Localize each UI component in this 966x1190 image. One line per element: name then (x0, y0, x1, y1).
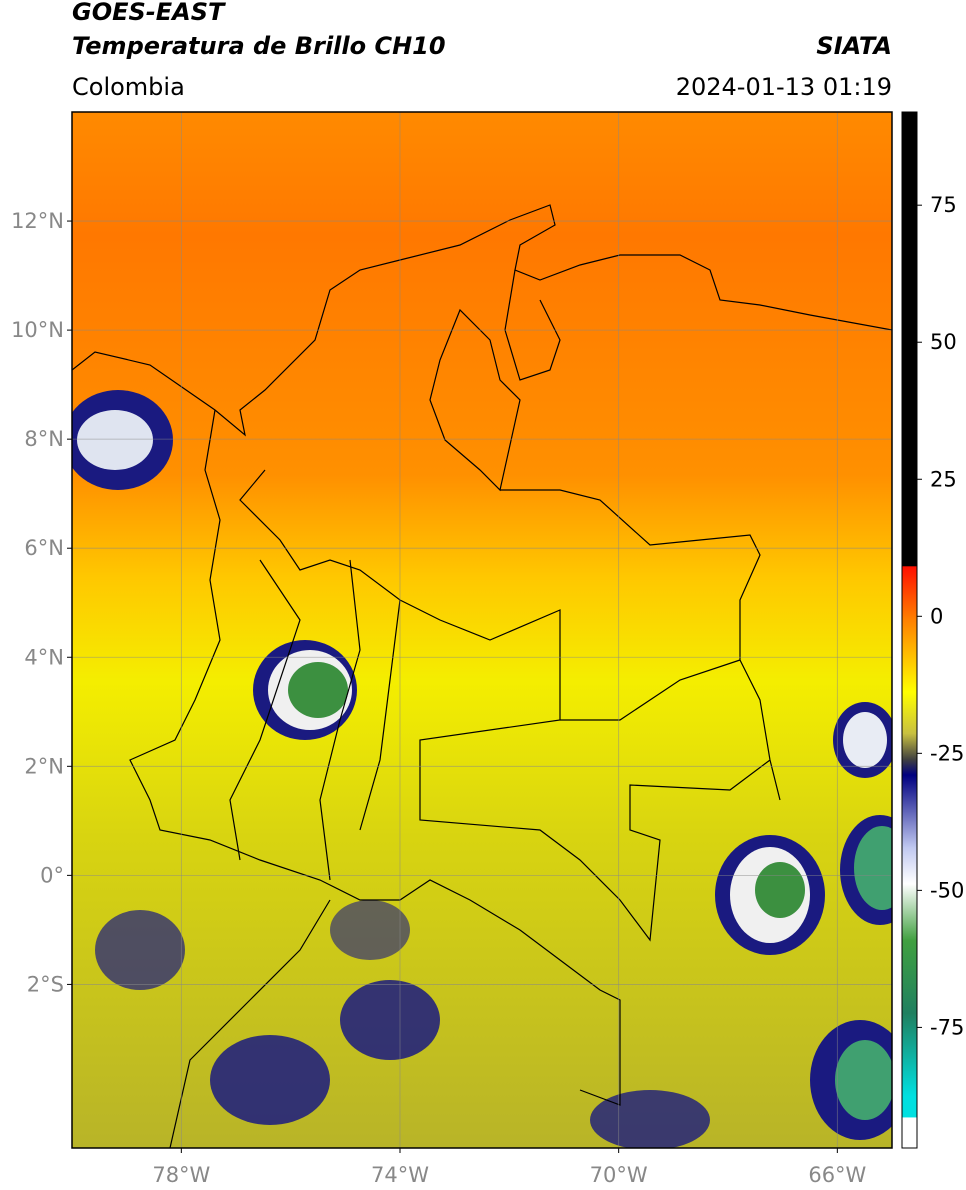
colorbar-tick-label: -50 (930, 878, 964, 902)
y-tick-label: 0° (40, 863, 64, 887)
colorbar-tick-label: 25 (930, 467, 957, 491)
y-tick-label: 10°N (11, 318, 64, 342)
subtitle: Temperatura de Brillo CH10 (72, 32, 446, 60)
graticule (72, 112, 892, 1148)
colorbar-tick-label: -75 (930, 1015, 964, 1039)
y-tick-label: 8°N (24, 427, 64, 451)
x-tick-label: 66°W (808, 1163, 866, 1187)
x-tick-label: 78°W (152, 1163, 210, 1187)
y-tick-label: 2°S (27, 972, 64, 996)
region: Colombia (72, 73, 185, 101)
colorbar-tick-label: 0 (930, 604, 943, 628)
y-tick-label: 2°N (24, 754, 64, 778)
colorbar-tick-label: -25 (930, 741, 964, 765)
map (72, 112, 892, 1148)
colorbar (901, 111, 918, 1149)
timestamp: 2024-01-13 01:19 (676, 73, 892, 101)
y-tick-label: 6°N (24, 536, 64, 560)
agency: SIATA (816, 32, 892, 60)
borders (72, 204, 892, 1148)
map-frame (71, 111, 893, 1149)
y-tick-label: 4°N (24, 645, 64, 669)
title: GOES-EAST (72, 0, 226, 26)
x-tick-label: 74°W (371, 1163, 429, 1187)
y-tick-label: 12°N (11, 209, 64, 233)
x-tick-label: 70°W (590, 1163, 648, 1187)
map-background (72, 112, 892, 1148)
colorbar-tick-label: 75 (930, 193, 957, 217)
colorbar-tick-label: 50 (930, 330, 957, 354)
